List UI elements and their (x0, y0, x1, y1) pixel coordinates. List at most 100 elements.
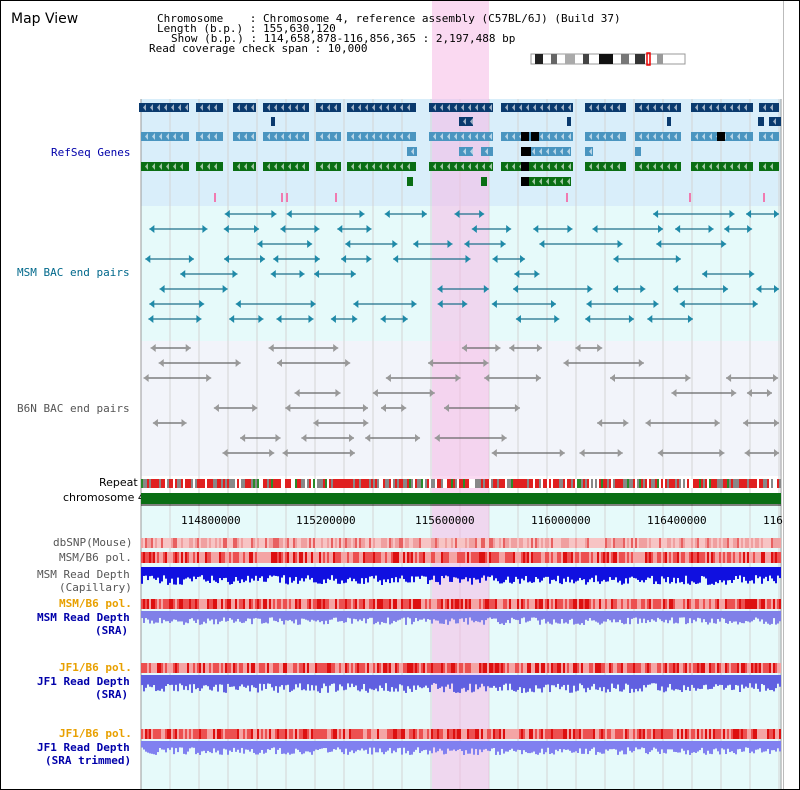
bac-end-marker (421, 210, 427, 218)
track-label-msm-depth-sra[interactable]: MSM Read Depth (37, 611, 130, 624)
depth-bar (387, 675, 389, 691)
depth-bar (223, 611, 225, 618)
track-label-repeat[interactable]: Repeat (99, 476, 138, 489)
polymorphism-cell (401, 663, 403, 673)
vertical-scrollbar[interactable] (783, 1, 799, 789)
track-label-msm-depth-capillary[interactable]: MSM Read Depth (37, 568, 130, 581)
polymorphism-cell (339, 538, 341, 548)
repeat-segment (351, 479, 353, 488)
track-label-jf1-depth-sra[interactable]: JF1 Read Depth (37, 675, 130, 688)
depth-bar (477, 611, 479, 622)
gene-block (501, 103, 573, 112)
polymorphism-cell (343, 599, 345, 609)
polymorphism-cell (755, 552, 757, 563)
polymorphism-cell (399, 538, 401, 548)
bac-end-marker (392, 240, 398, 248)
polymorphism-cell (413, 538, 415, 548)
depth-bar (463, 611, 465, 622)
depth-bar (211, 741, 213, 754)
track-label-jf1-pol[interactable]: JF1/B6 pol. (59, 661, 132, 674)
depth-bar (257, 611, 259, 619)
depth-bar (165, 675, 167, 687)
polymorphism-cell (429, 552, 431, 563)
polymorphism-cell (397, 599, 399, 609)
depth-bar (351, 611, 353, 624)
track-label-msm-pol-sra[interactable]: MSM/B6 pol. (59, 597, 132, 610)
polymorphism-cell (483, 599, 485, 609)
depth-bar (225, 675, 227, 693)
polymorphism-cell (439, 538, 441, 548)
depth-bar (661, 611, 663, 622)
polymorphism-cell (257, 729, 259, 739)
depth-bar (689, 741, 691, 755)
repeat-segment (339, 479, 341, 488)
track-label-refseq[interactable]: RefSeq Genes (51, 146, 131, 159)
bac-end-marker (653, 300, 659, 308)
depth-bar (231, 675, 233, 687)
track-label-jf1-depth-trim[interactable]: JF1 Read Depth (37, 741, 130, 754)
gene-strand-arrow (589, 148, 592, 155)
bac-end-marker (159, 285, 165, 293)
chromosome-ideogram[interactable] (530, 52, 686, 66)
polymorphism-cell (291, 663, 293, 673)
repeat-segment (161, 479, 163, 488)
depth-bar (507, 741, 509, 752)
depth-bar (405, 741, 407, 754)
polymorphism-cell (257, 599, 259, 609)
polymorphism-cell (465, 599, 467, 609)
depth-bar (195, 567, 197, 580)
depth-bar (689, 611, 691, 619)
depth-bar (373, 675, 375, 691)
polymorphism-cell (641, 538, 643, 548)
polymorphism-cell (245, 729, 247, 739)
depth-bar (741, 741, 743, 752)
depth-bar (761, 567, 763, 584)
depth-bar (365, 567, 367, 579)
depth-bar (535, 675, 537, 686)
polymorphism-cell (177, 663, 179, 673)
depth-bar (491, 567, 493, 576)
polymorphism-cell (385, 552, 387, 563)
polymorphism-cell (199, 729, 201, 739)
polymorphism-cell (155, 552, 157, 563)
polymorphism-cell (559, 552, 561, 563)
polymorphism-cell (505, 663, 507, 673)
track-label-msm-bac[interactable]: MSM BAC end pairs (17, 266, 130, 279)
depth-bar (375, 675, 377, 689)
polymorphism-cell (747, 729, 749, 739)
depth-bar (175, 567, 177, 585)
polymorphism-cell (609, 729, 611, 739)
polymorphism-cell (627, 552, 629, 563)
repeat-segment (521, 479, 523, 488)
depth-bar (653, 611, 655, 621)
polymorphism-cell (753, 599, 755, 609)
polymorphism-cell (419, 599, 421, 609)
depth-bar (435, 675, 437, 684)
polymorphism-cell (751, 729, 753, 739)
repeat-segment (145, 479, 147, 488)
track-label-jf1-pol-trim[interactable]: JF1/B6 pol. (59, 727, 132, 740)
polymorphism-cell (475, 663, 477, 673)
gene-strand-arrow (244, 163, 247, 170)
depth-bar (401, 567, 403, 576)
chromosome-bar[interactable] (141, 493, 781, 504)
track-label-msm-pol[interactable]: MSM/B6 pol. (59, 551, 132, 564)
gene-strand-arrow (737, 133, 740, 140)
depth-bar (253, 611, 255, 619)
repeat-segment (679, 479, 681, 488)
track-label-dbsnp[interactable]: dbSNP(Mouse) (53, 536, 133, 549)
depth-bar (667, 675, 669, 688)
track-label-b6n-bac[interactable]: B6N BAC end pairs (17, 402, 130, 415)
polymorphism-cell (305, 729, 307, 739)
polymorphism-cell (451, 663, 453, 673)
polymorphism-cell (607, 663, 609, 673)
polymorphism-cell (653, 663, 655, 673)
gene-strand-arrow (512, 163, 515, 170)
depth-bar (291, 675, 293, 691)
depth-bar (199, 567, 201, 577)
depth-bar (575, 741, 577, 752)
depth-bar (685, 567, 687, 576)
